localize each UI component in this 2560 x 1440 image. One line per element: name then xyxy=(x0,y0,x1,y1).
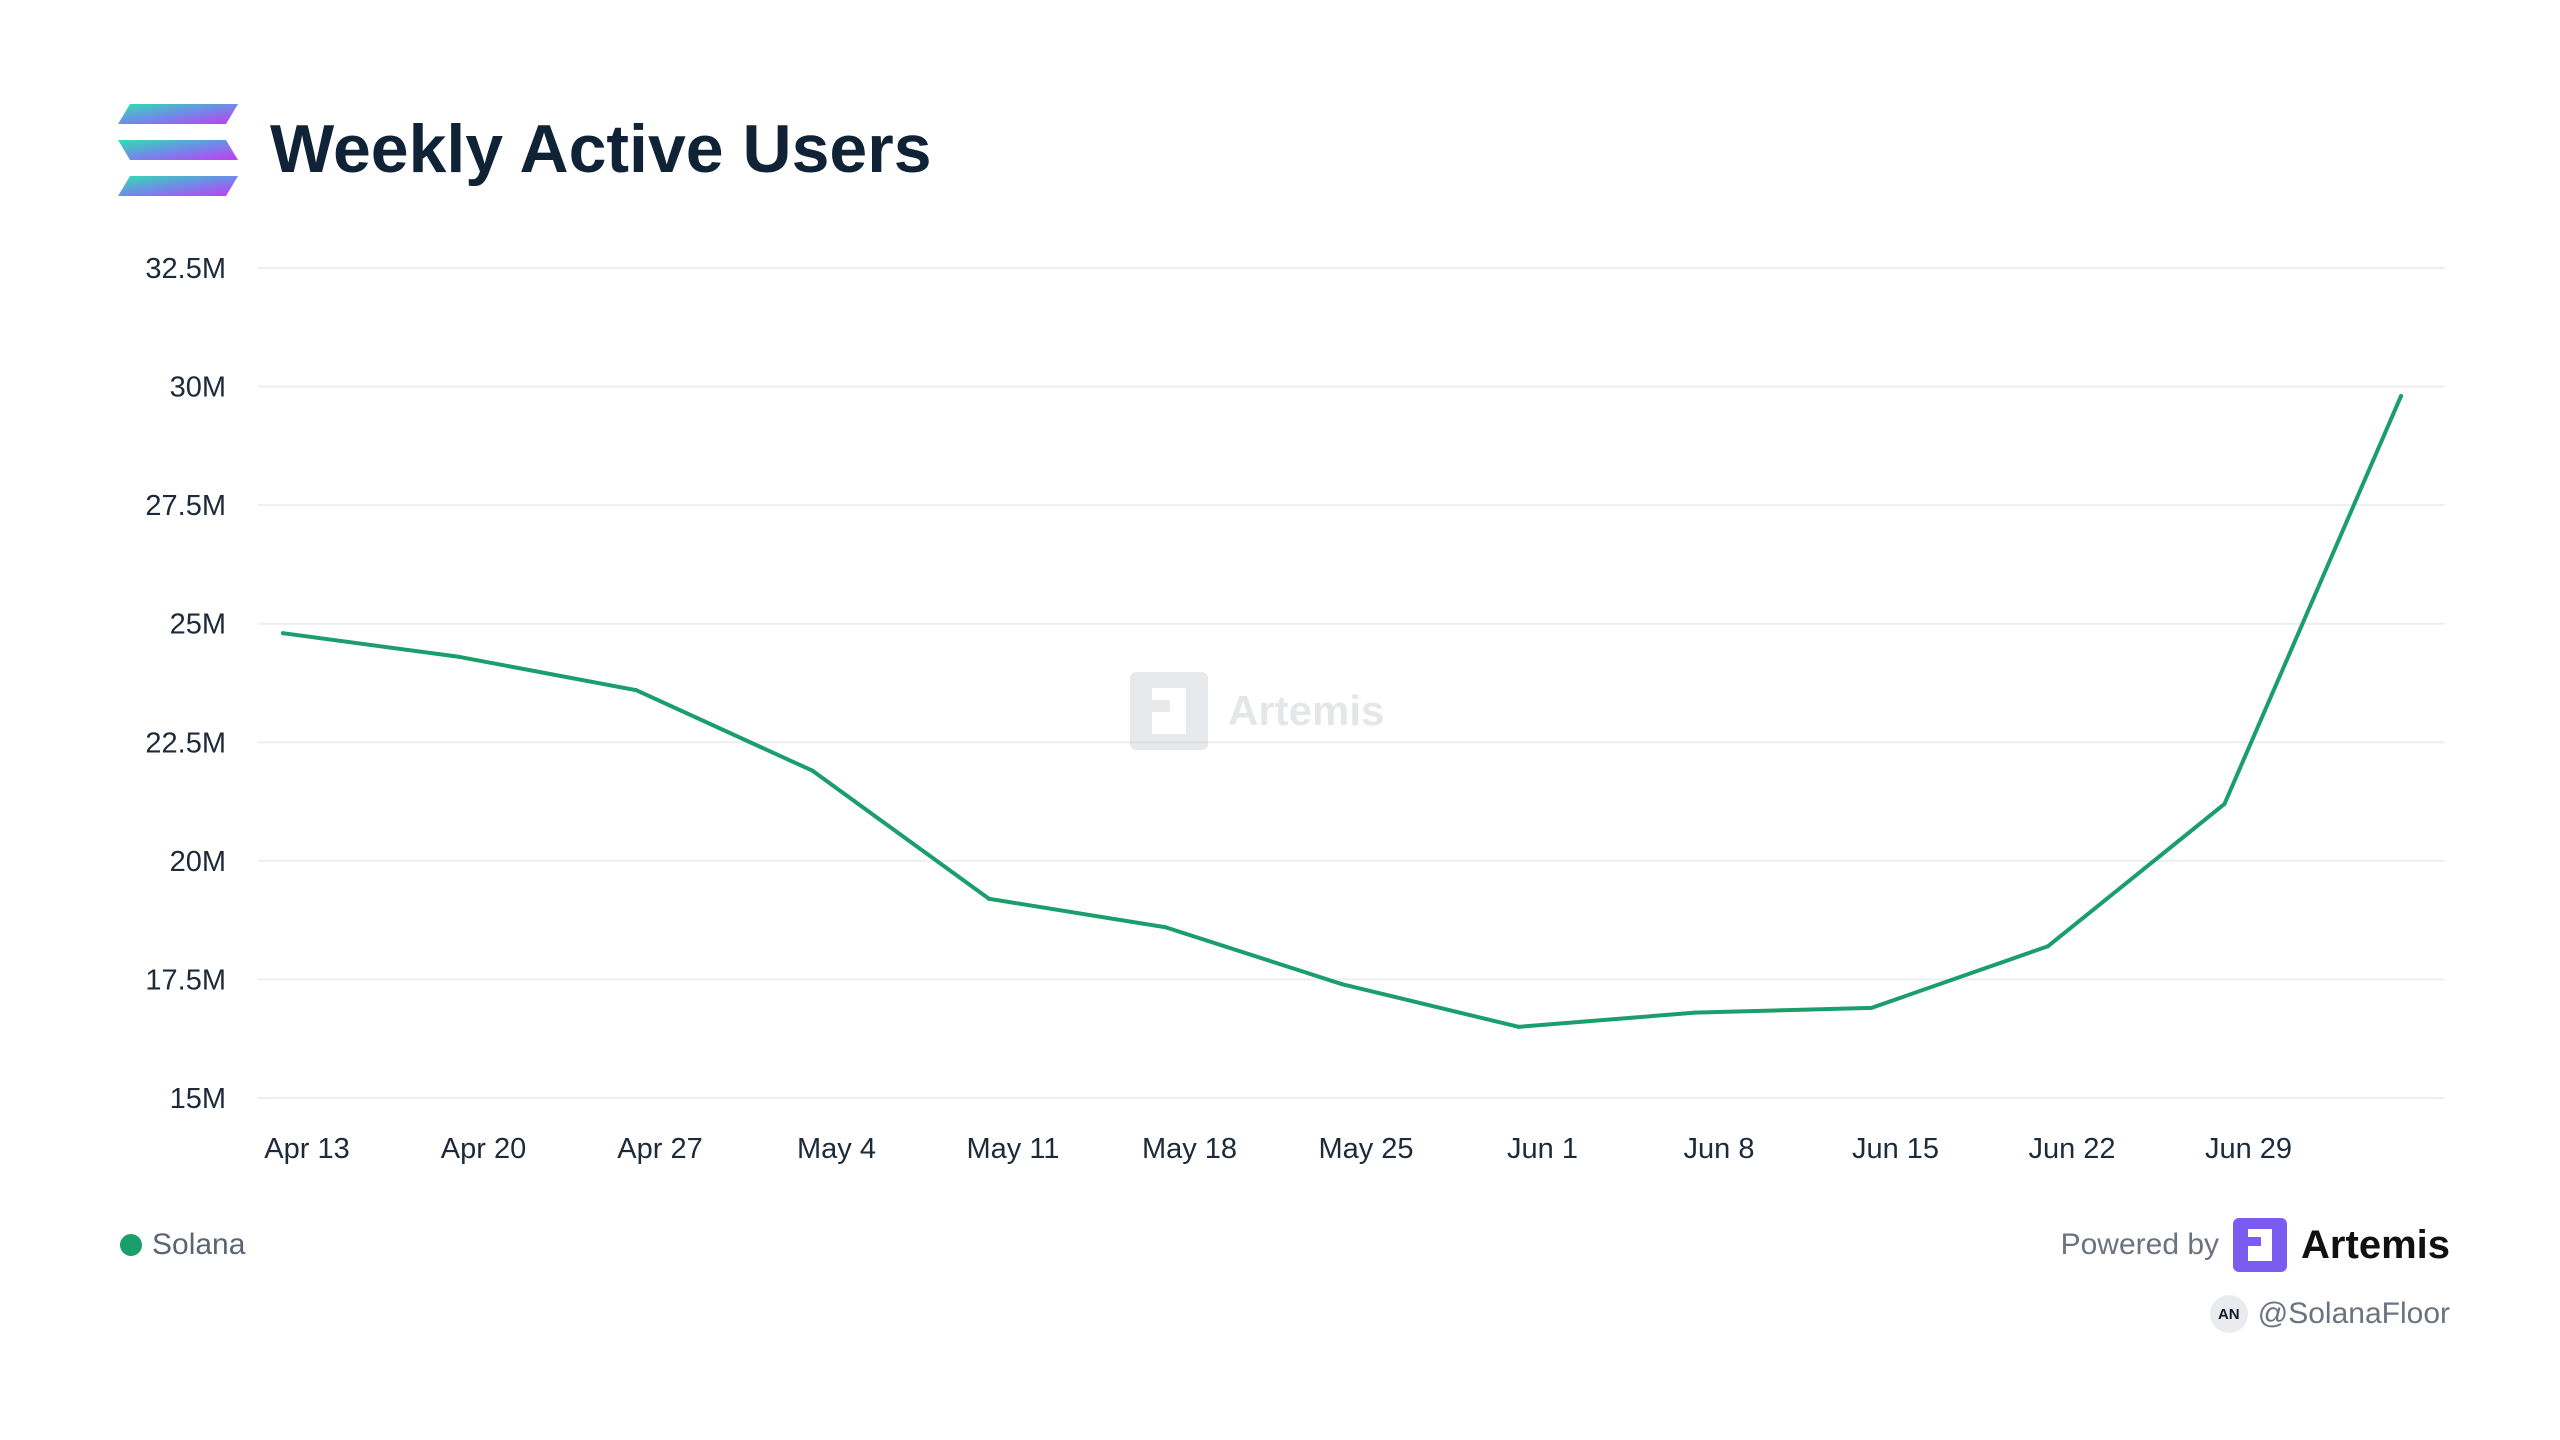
y-tick-label: 25M xyxy=(170,609,226,641)
chart-legend: Solana xyxy=(120,1228,245,1262)
y-tick-label: 15M xyxy=(170,1083,226,1115)
data-point xyxy=(1869,1005,1874,1010)
x-tick-label: Apr 27 xyxy=(617,1133,702,1165)
data-point xyxy=(634,688,638,693)
x-tick-label: Jun 15 xyxy=(1852,1133,1939,1165)
solana-logo-icon xyxy=(118,104,238,196)
powered-by: Powered by Artemis xyxy=(2061,1218,2450,1272)
x-tick-label: Apr 20 xyxy=(441,1133,526,1165)
author-credit: AN @SolanaFloor xyxy=(2209,1295,2450,1333)
x-tick-label: May 4 xyxy=(797,1133,876,1165)
artemis-watermark: Artemis xyxy=(1130,672,1384,750)
x-tick-label: Jun 29 xyxy=(2205,1133,2292,1165)
data-point xyxy=(2222,801,2227,806)
legend-label: Solana xyxy=(152,1228,246,1261)
data-point xyxy=(1516,1024,1521,1029)
y-tick-label: 30M xyxy=(170,372,226,404)
data-point xyxy=(281,631,285,636)
artemis-brand-icon xyxy=(2233,1218,2288,1272)
x-tick-label: Jun 8 xyxy=(1684,1133,1755,1165)
artemis-brand-name: Artemis xyxy=(2301,1222,2450,1267)
y-tick-label: 27.5M xyxy=(145,490,226,522)
y-tick-label: 17.5M xyxy=(145,964,226,996)
data-point xyxy=(810,768,815,773)
data-point xyxy=(2046,944,2050,949)
y-tick-label: 20M xyxy=(170,846,226,878)
x-tick-label: Jun 1 xyxy=(1507,1133,1578,1165)
data-point xyxy=(1163,925,1168,930)
artemis-logo-icon xyxy=(1130,672,1208,750)
x-tick-label: Apr 13 xyxy=(264,1133,349,1165)
data-point xyxy=(457,654,462,659)
avatar: AN xyxy=(2209,1295,2248,1333)
author-handle: @SolanaFloor xyxy=(2257,1297,2450,1330)
chart-title: Weekly Active Users xyxy=(270,111,932,187)
data-point xyxy=(1340,982,1344,987)
y-tick-label: 22.5M xyxy=(145,727,226,759)
x-tick-label: May 11 xyxy=(967,1133,1060,1165)
powered-by-label: Powered by xyxy=(2060,1228,2220,1261)
watermark-text: Artemis xyxy=(1228,687,1385,734)
x-tick-label: May 25 xyxy=(1318,1133,1413,1165)
y-tick-label: 32.5M xyxy=(145,253,226,285)
x-tick-label: Jun 22 xyxy=(2028,1133,2115,1165)
legend-marker xyxy=(120,1234,142,1256)
data-point xyxy=(1693,1010,1697,1015)
x-tick-label: May 18 xyxy=(1142,1133,1237,1165)
data-point xyxy=(2399,394,2403,399)
data-point xyxy=(987,896,991,901)
